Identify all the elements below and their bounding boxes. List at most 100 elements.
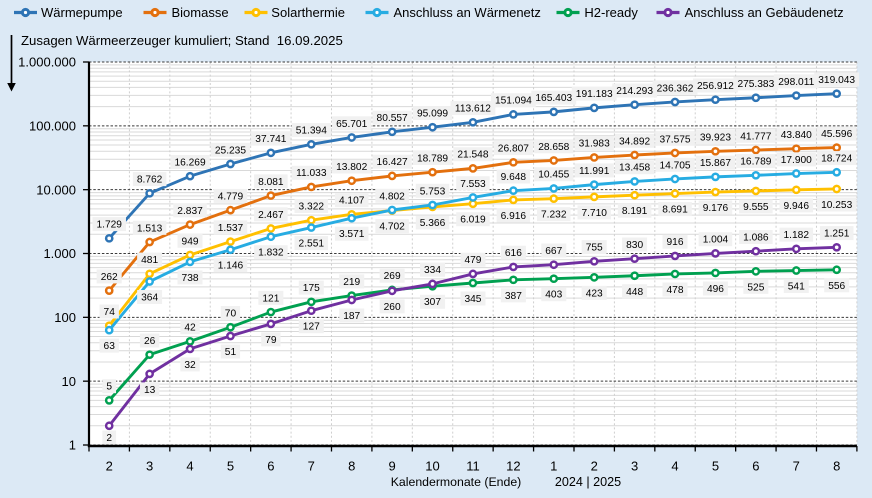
svg-text:345: 345 — [464, 294, 481, 305]
svg-text:113.612: 113.612 — [455, 104, 491, 115]
svg-text:70: 70 — [225, 309, 237, 320]
svg-text:1.086: 1.086 — [743, 233, 769, 244]
svg-text:4.107: 4.107 — [339, 196, 365, 207]
svg-text:80.557: 80.557 — [377, 113, 408, 124]
svg-text:916: 916 — [667, 237, 684, 248]
svg-text:1.513: 1.513 — [137, 223, 163, 234]
svg-text:10.253: 10.253 — [821, 200, 852, 211]
svg-text:260: 260 — [384, 302, 401, 313]
svg-text:4: 4 — [671, 459, 678, 474]
svg-text:10.000: 10.000 — [36, 182, 76, 197]
svg-text:16.789: 16.789 — [740, 157, 771, 168]
svg-text:11.033: 11.033 — [296, 168, 327, 179]
svg-text:1.832: 1.832 — [258, 248, 284, 259]
svg-text:525: 525 — [747, 282, 764, 293]
svg-text:28.658: 28.658 — [538, 142, 569, 153]
svg-text:18.724: 18.724 — [821, 154, 852, 165]
svg-text:187: 187 — [343, 311, 360, 322]
svg-text:4.802: 4.802 — [379, 191, 405, 202]
svg-text:556: 556 — [828, 281, 845, 292]
svg-text:121: 121 — [262, 293, 279, 304]
svg-text:2.467: 2.467 — [258, 210, 284, 221]
svg-text:13.802: 13.802 — [336, 162, 367, 173]
svg-text:2.551: 2.551 — [299, 239, 325, 250]
svg-text:423: 423 — [586, 288, 603, 299]
svg-text:65.701: 65.701 — [336, 119, 367, 130]
svg-text:Anschluss an Wärmenetz: Anschluss an Wärmenetz — [394, 5, 541, 20]
svg-text:11: 11 — [466, 459, 480, 474]
svg-text:15.867: 15.867 — [700, 158, 731, 169]
svg-text:26.807: 26.807 — [498, 144, 529, 155]
svg-text:755: 755 — [586, 243, 603, 254]
svg-text:25.235: 25.235 — [215, 145, 246, 156]
svg-text:269: 269 — [384, 271, 401, 282]
svg-text:5.753: 5.753 — [420, 186, 446, 197]
svg-text:18.789: 18.789 — [417, 153, 448, 164]
svg-text:8.691: 8.691 — [662, 205, 688, 216]
svg-text:13.458: 13.458 — [619, 163, 650, 174]
svg-text:191.183: 191.183 — [576, 89, 613, 100]
svg-text:1: 1 — [69, 438, 76, 453]
svg-text:21.548: 21.548 — [457, 150, 488, 161]
svg-text:95.099: 95.099 — [417, 109, 448, 120]
svg-text:8.081: 8.081 — [258, 177, 284, 188]
svg-text:403: 403 — [545, 290, 562, 301]
svg-text:17.900: 17.900 — [781, 155, 812, 166]
svg-text:481: 481 — [141, 255, 158, 266]
svg-text:319.043: 319.043 — [818, 75, 855, 86]
svg-text:Solarthermie: Solarthermie — [271, 5, 345, 20]
svg-text:478: 478 — [667, 285, 684, 296]
svg-text:1.537: 1.537 — [218, 223, 244, 234]
svg-text:11.991: 11.991 — [579, 166, 610, 177]
svg-text:236.362: 236.362 — [657, 83, 694, 94]
svg-text:6: 6 — [267, 459, 274, 474]
svg-text:387: 387 — [505, 291, 522, 302]
svg-text:175: 175 — [303, 283, 320, 294]
svg-text:9: 9 — [389, 459, 396, 474]
svg-text:74: 74 — [104, 307, 116, 318]
svg-text:26: 26 — [144, 336, 156, 347]
svg-text:10: 10 — [62, 374, 76, 389]
svg-text:1.004: 1.004 — [703, 235, 729, 246]
svg-text:1.251: 1.251 — [824, 229, 850, 240]
svg-text:6.916: 6.916 — [501, 211, 527, 222]
svg-text:37.741: 37.741 — [255, 134, 286, 145]
svg-text:2: 2 — [106, 459, 113, 474]
svg-text:298.011: 298.011 — [778, 77, 814, 88]
svg-text:8: 8 — [833, 459, 840, 474]
svg-text:6.019: 6.019 — [460, 215, 486, 226]
svg-text:39.923: 39.923 — [700, 133, 731, 144]
svg-text:165.403: 165.403 — [535, 93, 572, 104]
svg-text:Anschluss an Gebäudenetz: Anschluss an Gebäudenetz — [685, 5, 844, 20]
svg-text:738: 738 — [182, 273, 199, 284]
svg-text:100.000: 100.000 — [29, 118, 76, 133]
svg-text:307: 307 — [424, 297, 441, 308]
svg-text:256.912: 256.912 — [697, 81, 734, 92]
svg-text:12: 12 — [506, 459, 520, 474]
svg-text:8.191: 8.191 — [622, 206, 648, 217]
svg-text:7.553: 7.553 — [460, 179, 486, 190]
svg-text:262: 262 — [101, 272, 118, 283]
svg-text:16.427: 16.427 — [377, 157, 408, 168]
svg-text:6: 6 — [752, 459, 759, 474]
svg-text:51.394: 51.394 — [296, 126, 327, 137]
svg-text:1.146: 1.146 — [218, 261, 244, 272]
svg-text:5: 5 — [227, 459, 234, 474]
svg-text:8: 8 — [348, 459, 355, 474]
svg-text:16.269: 16.269 — [174, 157, 205, 168]
svg-text:Wärmepumpe: Wärmepumpe — [41, 5, 123, 20]
svg-text:5.366: 5.366 — [420, 218, 446, 229]
svg-text:4.779: 4.779 — [218, 191, 244, 202]
svg-text:9.176: 9.176 — [703, 203, 729, 214]
svg-text:8.762: 8.762 — [137, 175, 163, 186]
svg-text:3.322: 3.322 — [299, 202, 325, 213]
svg-text:830: 830 — [626, 240, 643, 251]
svg-text:10.455: 10.455 — [538, 170, 569, 181]
svg-text:79: 79 — [265, 335, 277, 346]
svg-text:616: 616 — [505, 248, 522, 259]
svg-text:1: 1 — [550, 459, 557, 474]
svg-text:43.840: 43.840 — [781, 130, 812, 141]
svg-text:10: 10 — [425, 459, 439, 474]
svg-text:334: 334 — [424, 265, 441, 276]
svg-text:Biomasse: Biomasse — [172, 5, 229, 20]
